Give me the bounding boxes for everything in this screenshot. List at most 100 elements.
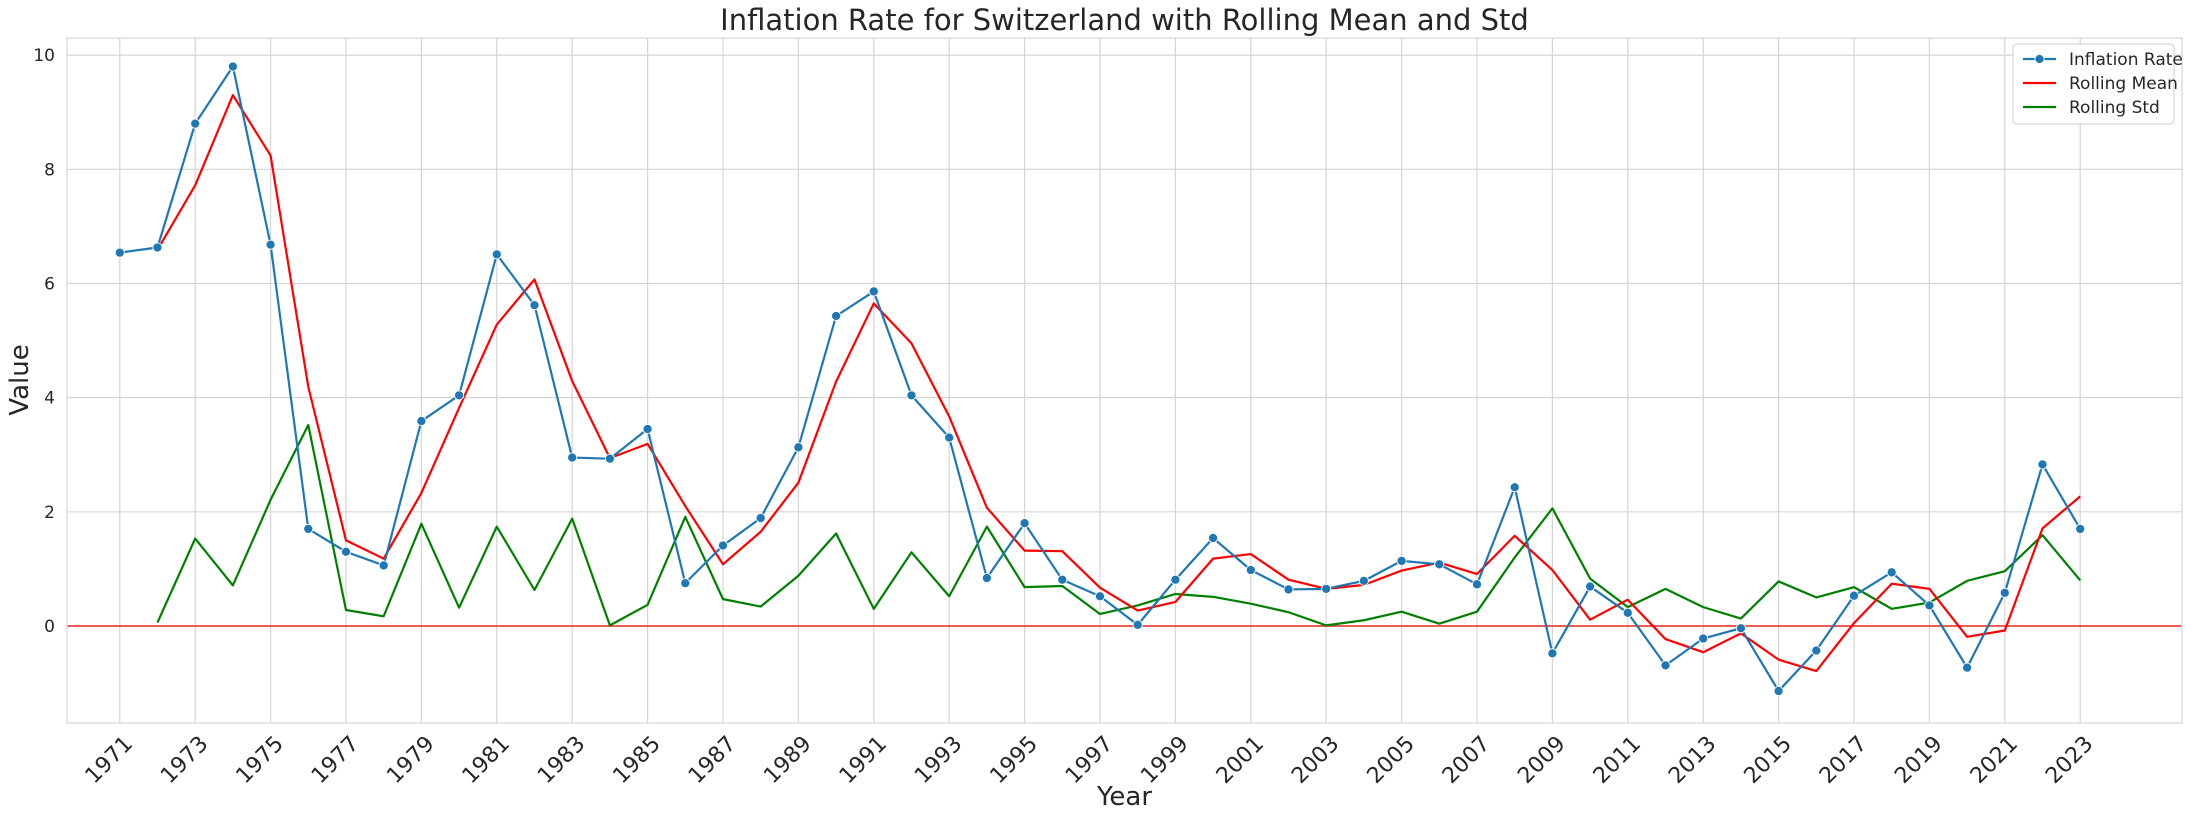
x-tick-label: 1997	[1061, 732, 1118, 789]
inflation-rate-point	[604, 453, 615, 464]
y-axis-title: Value	[5, 344, 35, 415]
inflation-rate-point	[454, 390, 465, 401]
inflation-rate-point	[1924, 600, 1935, 611]
x-tick-label: 1985	[609, 732, 666, 789]
inflation-rate-point	[1396, 555, 1407, 566]
x-tick-label: 1993	[910, 732, 967, 789]
y-tick-label: 10	[33, 46, 55, 66]
inflation-rate-point	[1773, 685, 1784, 697]
x-tick-label: 1977	[307, 732, 364, 789]
x-tick-label: 2003	[1287, 732, 1344, 789]
x-grid	[119, 38, 2081, 723]
inflation-rate-point	[1132, 619, 1143, 630]
inflation-rate-point	[1471, 579, 1483, 590]
x-tick-label: 2023	[2041, 732, 2098, 789]
inflation-rate-point	[152, 242, 163, 253]
x-tick-labels: 1971 1973 1975 1977 1979 1981 1983 1985 1987 1989…	[81, 732, 2099, 789]
x-tick-label: 1989	[759, 732, 816, 789]
x-tick-label: 2005	[1363, 732, 1420, 789]
inflation-rate-point	[2075, 523, 2086, 534]
inflation-rate-point	[793, 442, 804, 453]
x-tick-label: 1991	[835, 732, 892, 789]
chart-title: Inflation Rate for Switzerland with Roll…	[720, 3, 1529, 37]
series-layer	[114, 61, 2086, 697]
inflation-rate-point	[265, 239, 276, 250]
inflation-rate-point	[1434, 559, 1445, 570]
x-axis-title: Year	[1096, 782, 1152, 812]
y-tick-label: 8	[44, 160, 55, 180]
legend: Inflation Rate Rolling Mean Rolling Std	[2012, 43, 2183, 125]
inflation-rate-point	[1886, 567, 1897, 578]
inflation-rate-point	[416, 415, 427, 427]
inflation-rate-point	[1999, 587, 2010, 598]
inflation-rate-point	[1057, 574, 1068, 585]
inflation-rate-point	[303, 523, 314, 534]
inflation-rate-point	[1962, 662, 1973, 673]
y-tick-labels: 0 2 4 6 8 10	[33, 46, 55, 637]
inflation-rate-point	[1245, 564, 1256, 576]
x-tick-label: 2019	[1890, 732, 1947, 789]
inflation-rate-point	[1019, 518, 1030, 529]
inflation-rate-point	[1208, 533, 1219, 544]
inflation-rate-point	[1509, 482, 1520, 493]
inflation-rate-point	[1358, 575, 1369, 586]
inflation-rate-point	[1094, 591, 1106, 602]
y-tick-label: 2	[44, 503, 55, 523]
x-tick-label: 1983	[533, 732, 590, 789]
inflation-rate-point	[340, 546, 352, 557]
inflation-rate-point	[114, 247, 125, 258]
x-tick-label: 1987	[684, 732, 741, 789]
x-tick-label: 1981	[458, 732, 515, 789]
inflation-rate-point	[755, 513, 766, 524]
plot-background	[67, 38, 2182, 723]
inflation-rate-point	[868, 286, 879, 297]
x-tick-label: 2009	[1513, 732, 1570, 789]
inflation-rate-point	[642, 423, 653, 435]
x-tick-label: 1999	[1136, 732, 1193, 789]
plot-frame	[66, 37, 2183, 724]
inflation-rate-point	[227, 61, 238, 72]
legend-marker-inflation-rate	[2034, 53, 2045, 65]
rolling-mean-line	[156, 93, 2081, 673]
legend-box	[2012, 43, 2175, 125]
x-tick-label: 1979	[382, 732, 439, 789]
inflation-rate-point	[1698, 633, 1709, 644]
inflation-rate-point	[378, 560, 389, 571]
legend-label-rolling-std: Rolling Std	[2069, 98, 2160, 118]
x-tick-label: 2015	[1740, 732, 1797, 789]
inflation-rate-point	[717, 540, 729, 551]
inflation-rate-point	[190, 118, 201, 129]
inflation-rate-point	[1622, 607, 1633, 618]
inflation-rate-point	[981, 572, 992, 584]
x-tick-label: 2013	[1664, 732, 1721, 789]
inflation-rate-point	[1321, 583, 1332, 594]
y-tick-label: 4	[44, 389, 55, 409]
x-tick-label: 1973	[156, 732, 213, 789]
inflation-rate-point	[906, 390, 917, 401]
x-tick-label: 2007	[1438, 732, 1495, 789]
x-tick-label: 2001	[1212, 732, 1269, 789]
inflation-rate-point	[680, 578, 691, 589]
x-tick-label: 1995	[986, 732, 1043, 789]
x-tick-label: 1975	[232, 732, 289, 789]
inflation-rate-point	[1848, 590, 1860, 601]
x-tick-label: 2017	[1815, 732, 1872, 789]
y-tick-label: 0	[44, 617, 55, 637]
x-tick-label: 2021	[1966, 732, 2023, 789]
inflation-rate-point	[944, 432, 955, 443]
x-tick-label: 2011	[1589, 732, 1646, 789]
inflation-rate-point	[1811, 645, 1822, 656]
inflation-rate-point	[2037, 459, 2048, 470]
inflation-rate-point	[1170, 574, 1181, 585]
inflation-rate-point	[529, 300, 540, 311]
inflation-rate-point	[1283, 584, 1294, 595]
inflation-rate-point	[1547, 648, 1558, 659]
inflation-rate-point	[491, 249, 502, 260]
inflation-rate-point	[1735, 623, 1746, 634]
inflation-rate-point	[831, 310, 842, 322]
inflation-rate-point	[1660, 660, 1671, 671]
inflation-rate-point	[1585, 581, 1596, 592]
legend-label-rolling-mean: Rolling Mean	[2069, 74, 2178, 94]
inflation-rate-point	[567, 452, 578, 463]
